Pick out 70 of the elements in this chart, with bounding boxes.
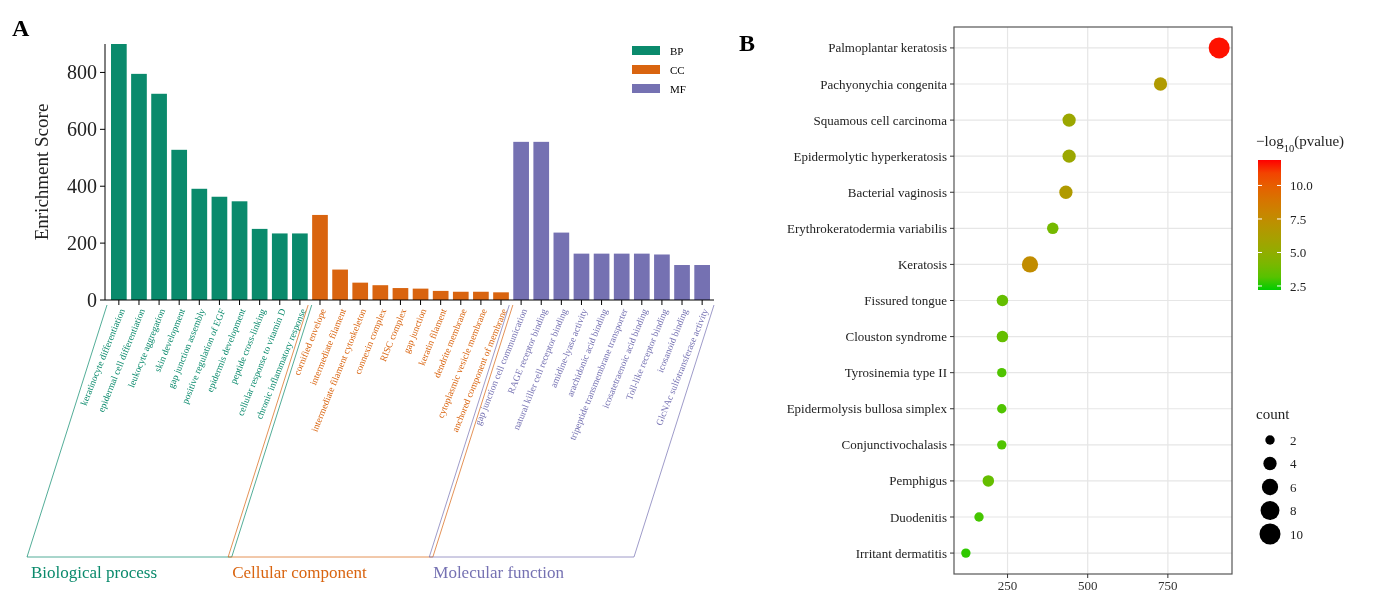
bar <box>533 141 550 300</box>
bar <box>271 233 288 300</box>
legend-label: 2 <box>1290 432 1297 448</box>
color-bar-label: 5.0 <box>1290 245 1307 261</box>
bar <box>613 253 630 300</box>
bar <box>372 285 389 300</box>
y-tick-label: Keratosis <box>897 256 947 272</box>
bar <box>352 282 369 300</box>
y-tick-label: Epidermolysis bullosa simplex <box>786 401 948 417</box>
text: Cellular component <box>232 563 367 582</box>
bar <box>111 44 127 300</box>
bar <box>553 232 570 300</box>
text: B <box>739 30 756 56</box>
y-tick-label: Squamous cell carcinoma <box>813 112 948 128</box>
x-tick-label: 250 <box>997 578 1018 593</box>
color-bar-title: −log$_{10}$(pvalue) <box>1256 133 1345 154</box>
y-tick-label: Tyrosinemia type II <box>844 365 947 381</box>
y-tick-label: 800 <box>67 61 97 84</box>
y-axis-title: Enrichment Score <box>31 103 52 241</box>
y-tick-label: 200 <box>67 232 97 255</box>
bar <box>171 149 188 300</box>
legend-label: 6 <box>1290 479 1297 495</box>
y-tick-label: Bacterial vaginosis <box>847 184 947 200</box>
text: Biological process <box>31 563 158 582</box>
y-tick-label: Epidermolytic hyperkeratosis <box>793 148 947 164</box>
color-bar-label: 2.5 <box>1290 278 1307 294</box>
y-tick-label: 600 <box>67 118 97 141</box>
color-bar-label: 7.5 <box>1290 211 1307 227</box>
color-bar-label: 10.0 <box>1290 178 1313 194</box>
bar <box>191 188 208 300</box>
bar <box>432 290 449 300</box>
y-tick-label: Conjunctivochalasis <box>841 437 947 453</box>
bar <box>633 253 650 300</box>
y-tick-label: Duodenitis <box>889 509 947 525</box>
bar <box>131 73 147 300</box>
y-tick-label: 0 <box>87 289 97 311</box>
bar <box>593 253 610 300</box>
y-tick-label: Pachyonychia congenita <box>820 76 948 92</box>
x-tick-label: 500 <box>1077 578 1098 593</box>
y-tick-label: Fissured tongue <box>864 293 948 309</box>
bar <box>493 292 509 300</box>
bar <box>231 201 248 300</box>
x-tick-label: 750 <box>1158 578 1178 593</box>
bar <box>151 93 167 300</box>
bar <box>573 253 590 300</box>
bar <box>251 228 268 300</box>
bar <box>211 196 228 300</box>
legend-title: count <box>1256 406 1291 422</box>
bar <box>312 214 328 300</box>
legend-label: MF <box>670 82 686 95</box>
bar <box>674 265 690 300</box>
y-tick-label: Irritant dermatitis <box>855 545 947 561</box>
y-tick-label: Erythrokeratodermia variabilis <box>787 220 947 236</box>
chart-title: A <box>12 15 30 41</box>
y-tick-label: 400 <box>67 175 97 198</box>
bar <box>292 233 308 300</box>
size-key: 2 4 6 8 10 <box>1259 432 1303 545</box>
legend-label: CC <box>670 63 685 76</box>
legend-label: 10 <box>1290 526 1303 542</box>
bar <box>694 265 710 300</box>
bar <box>513 141 529 300</box>
text: Molecular function <box>433 563 565 582</box>
bar <box>332 269 348 300</box>
legend-label: BP <box>670 44 684 57</box>
legend-label: 8 <box>1290 503 1297 519</box>
bar <box>654 254 670 300</box>
y-tick-label: Pemphigus <box>889 473 947 489</box>
y-tick-label: Palmoplantar keratosis <box>828 40 947 56</box>
legend-label: 4 <box>1290 456 1297 472</box>
y-tick-label: Clouston syndrome <box>845 329 948 345</box>
